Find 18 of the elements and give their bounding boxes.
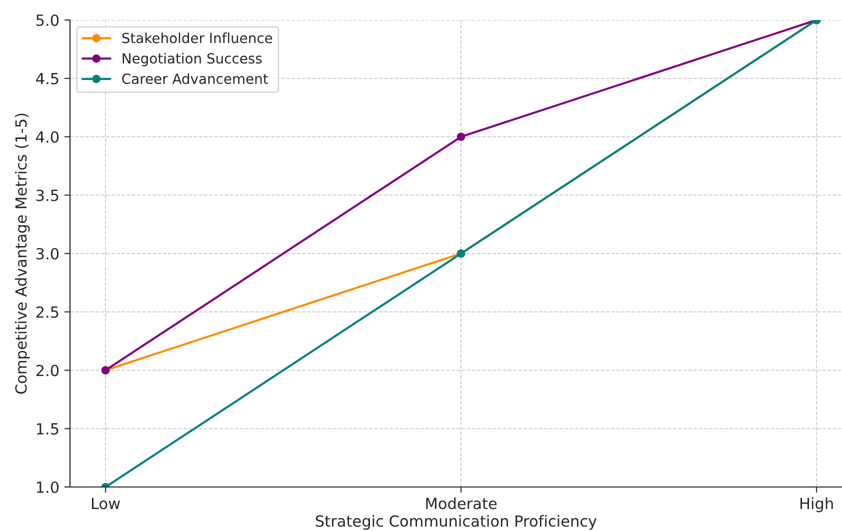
y-tick-label: 2.0 — [36, 364, 59, 376]
y-tick-label: 3.5 — [36, 190, 58, 202]
y-tick-label: 4.5 — [36, 73, 58, 84]
y-tick-label: 5.0 — [36, 14, 59, 26]
y-tick-label: 1.0 — [36, 481, 59, 494]
legend-label: Stakeholder Influence — [122, 32, 272, 44]
y-tick-label: 4.0 — [36, 131, 59, 143]
x-tick-label: Low — [92, 498, 120, 510]
x-tick-label: High — [800, 497, 833, 512]
x-axis-title: Strategic Communication Proficiency — [316, 514, 597, 530]
y-tick-label: 2.5 — [36, 306, 58, 318]
y-axis-title: Competitive Advantage Metrics (1-5) — [14, 114, 30, 394]
x-tick-label: Moderate — [426, 497, 497, 510]
legend-label: Negotiation Success — [122, 52, 262, 66]
y-tick-label: 1.5 — [36, 423, 58, 435]
legend-label: Career Advancement — [122, 73, 268, 84]
y-tick-label: 3.0 — [36, 248, 59, 260]
point — [456, 132, 466, 141]
